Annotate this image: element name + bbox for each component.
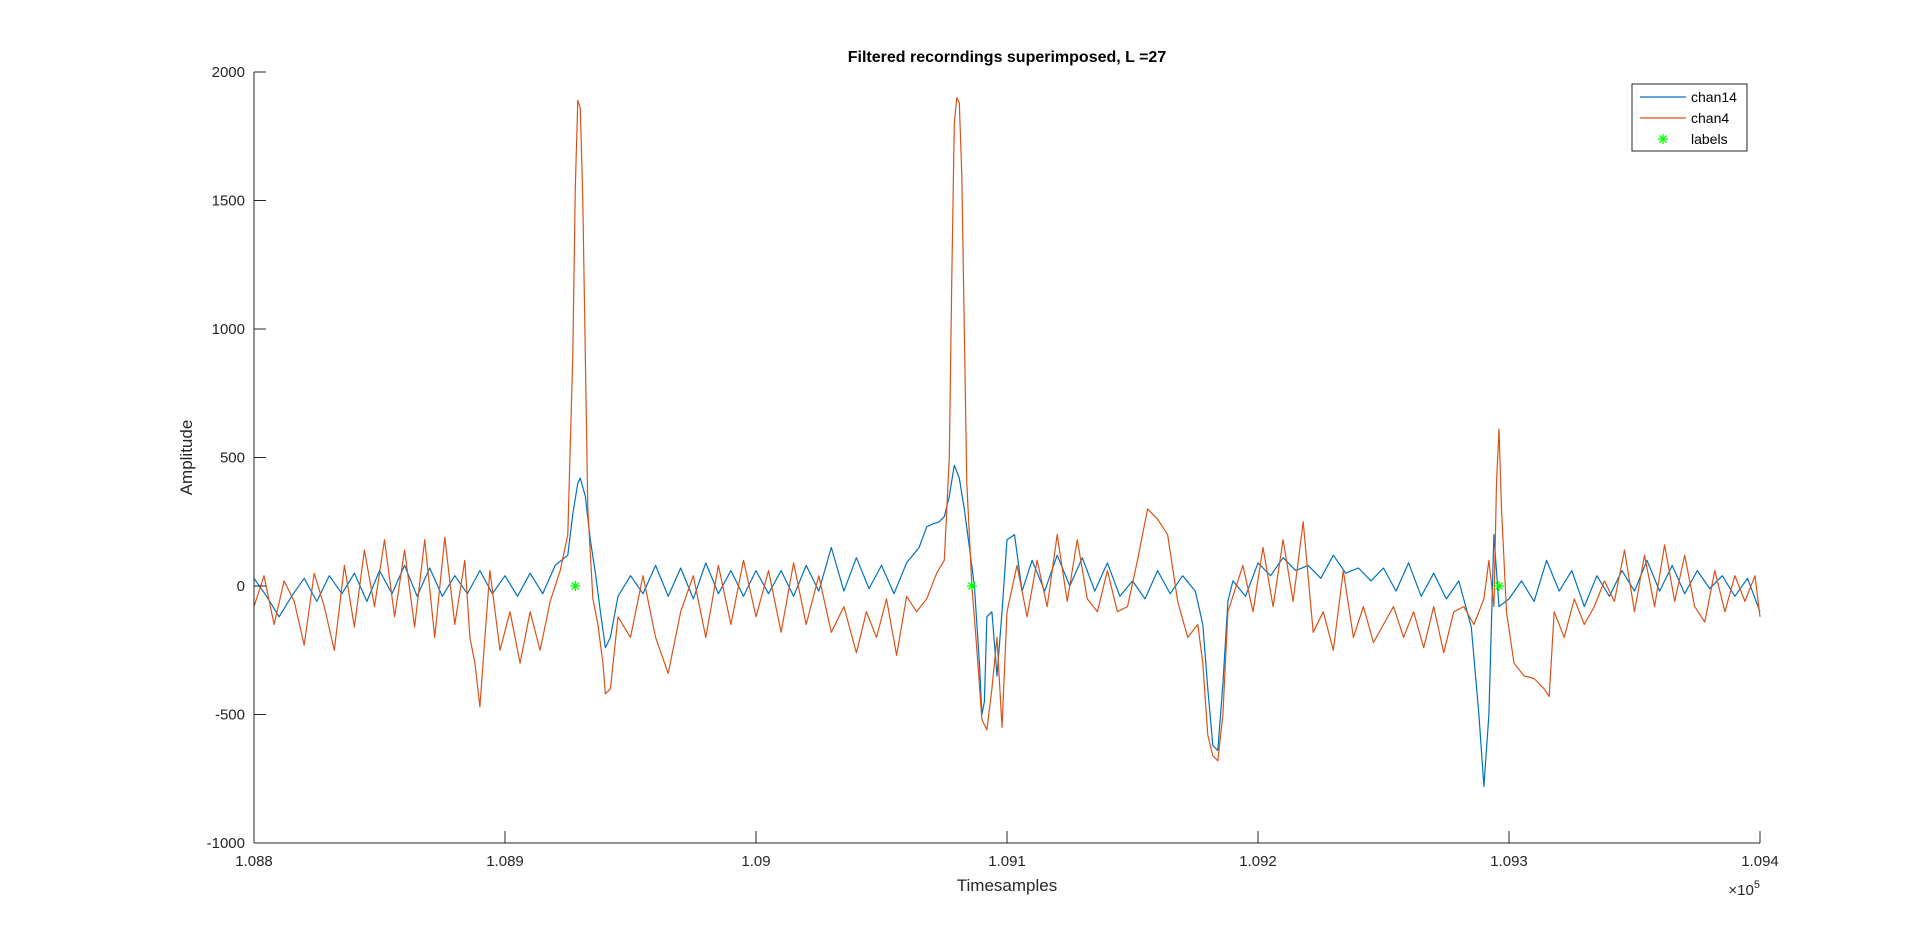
label-marker [966, 581, 977, 591]
y-axis-label: Amplitude [177, 420, 196, 496]
label-marker [570, 581, 581, 591]
x-exponent-power: 5 [1754, 879, 1760, 891]
x-tick-label: 1.089 [486, 853, 524, 870]
x-tick-label: 1.091 [988, 853, 1026, 870]
x-axis-label: Timesamples [957, 876, 1057, 895]
plot-area: 1.088 1.089 1.09 1.091 1.092 1.093 1.094 -1000… [207, 64, 1779, 870]
y-tick-label: 1000 [212, 321, 245, 338]
series-line-chan14 [253, 464, 1761, 788]
series-layer [253, 97, 1761, 788]
y-tick-label: 0 [237, 578, 245, 595]
series-line-chan4 [253, 97, 1761, 762]
x-tick-label: 1.092 [1239, 853, 1277, 870]
y-tick-label: 1500 [212, 193, 245, 210]
legend-marker-labels [1659, 135, 1667, 143]
x-tick-label: 1.088 [235, 853, 273, 870]
y-tick-label: -1000 [207, 835, 245, 852]
y-axis-ticks: -1000 -500 0 500 1000 1500 2000 [207, 64, 266, 852]
legend-label-chan14: chan14 [1691, 89, 1737, 105]
x-tick-label: 1.093 [1490, 853, 1528, 870]
legend-item-labels[interactable]: labels [1658, 131, 1728, 147]
y-tick-label: 2000 [212, 64, 245, 81]
chart-title: Filtered recorndings superimposed, L =27 [848, 49, 1167, 66]
x-axis-ticks: 1.088 1.089 1.09 1.091 1.092 1.093 1.094 [235, 831, 1779, 870]
x-exponent-base: ×10 [1728, 882, 1753, 899]
y-tick-label: 500 [220, 450, 245, 467]
legend-label-chan4: chan4 [1691, 110, 1729, 126]
y-tick-label: -500 [215, 707, 245, 724]
legend-item-chan14[interactable]: chan14 [1640, 89, 1737, 105]
x-axis-exponent: ×105 [1728, 879, 1760, 899]
legend-label-labels: labels [1691, 131, 1728, 147]
label-marker-stroke [967, 582, 976, 590]
legend-item-chan4[interactable]: chan4 [1640, 110, 1729, 126]
legend[interactable]: chan14 chan4 labels [1631, 83, 1748, 152]
x-tick-label: 1.09 [741, 853, 770, 870]
label-marker-stroke [1494, 582, 1503, 590]
label-marker [1493, 581, 1504, 591]
x-tick-label: 1.094 [1741, 853, 1779, 870]
axes-background [254, 72, 1760, 843]
label-marker-stroke [571, 582, 580, 590]
